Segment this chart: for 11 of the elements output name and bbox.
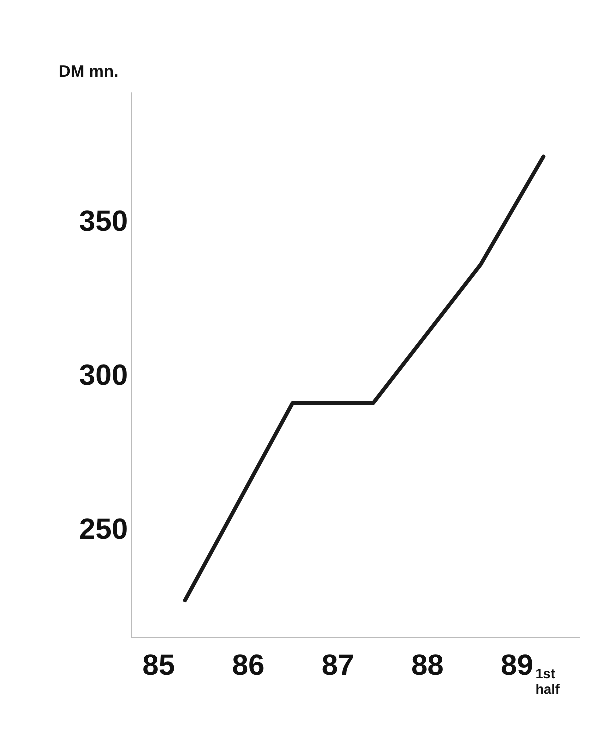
y-tick-label: 350 — [79, 206, 128, 238]
x-tick-label: 88 — [411, 650, 444, 682]
x-tick-label: 86 — [232, 650, 265, 682]
y-axis-title: DM mn. — [58, 62, 119, 82]
x-tick-label: 85 — [142, 650, 176, 682]
y-tick-label: 250 — [79, 514, 128, 546]
x-tick-label: 89 — [501, 650, 534, 682]
y-tick-label: 300 — [79, 360, 128, 392]
x-tick-label: 87 — [322, 650, 354, 682]
text: 1st half — [536, 666, 560, 698]
line-series — [183, 154, 546, 603]
